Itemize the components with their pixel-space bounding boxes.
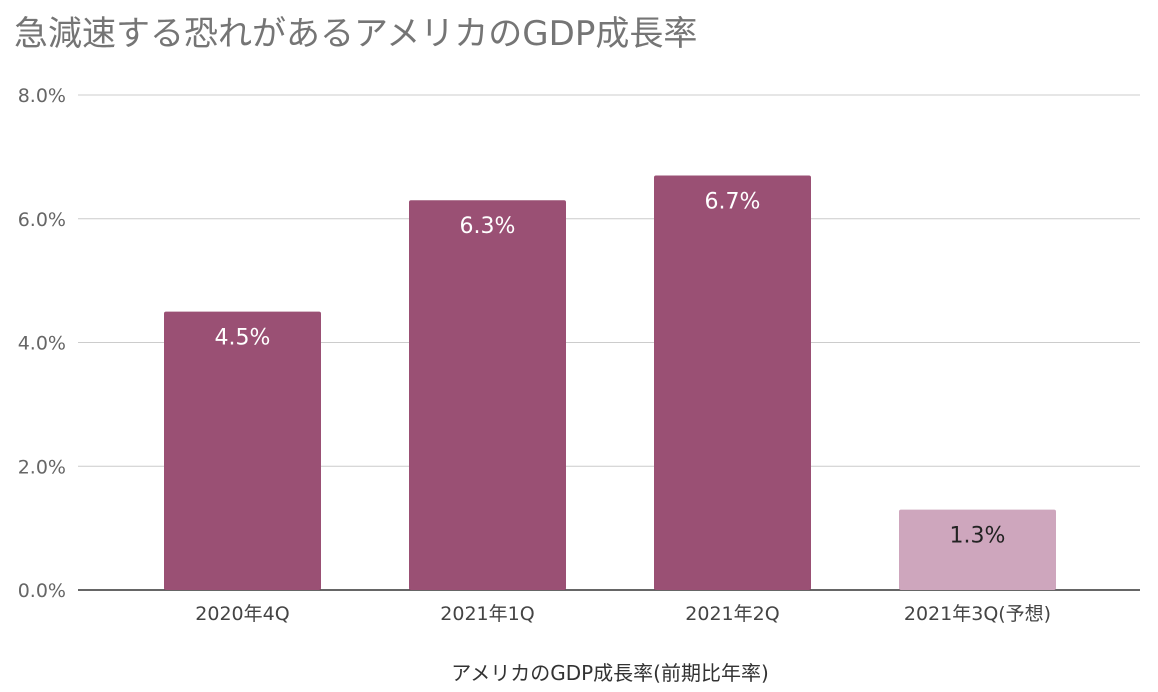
y-tick-label: 0.0% (18, 580, 66, 602)
x-tick-label: 2021年2Q (685, 603, 779, 625)
x-tick-label: 2021年3Q(予想) (904, 603, 1051, 625)
data-label: 4.5% (215, 326, 271, 351)
y-tick-label: 6.0% (18, 209, 66, 231)
y-tick-label: 4.0% (18, 333, 66, 355)
y-axis-ticks: 0.0% 2.0% 4.0% 6.0% 8.0% (18, 85, 66, 602)
data-label: 6.3% (460, 214, 516, 239)
x-tick-label: 2021年1Q (440, 603, 534, 625)
bars (164, 175, 1056, 590)
bar (899, 509, 1056, 590)
data-label: 6.7% (705, 189, 761, 214)
bar (654, 175, 811, 590)
data-labels: 4.5% 6.3% 6.7% 1.3% (215, 189, 1006, 548)
data-label: 1.3% (950, 524, 1006, 549)
x-tick-label: 2020年4Q (195, 603, 289, 625)
x-axis-label: アメリカのGDP成長率(前期比年率) (451, 661, 769, 685)
chart-title: 急減速する恐れがあるアメリカのGDP成長率 (14, 14, 698, 54)
bar (409, 200, 566, 590)
x-axis-ticks: 2020年4Q 2021年1Q 2021年2Q 2021年3Q(予想) (195, 603, 1051, 625)
bar (164, 311, 321, 590)
y-tick-label: 8.0% (18, 85, 66, 107)
y-tick-label: 2.0% (18, 456, 66, 478)
